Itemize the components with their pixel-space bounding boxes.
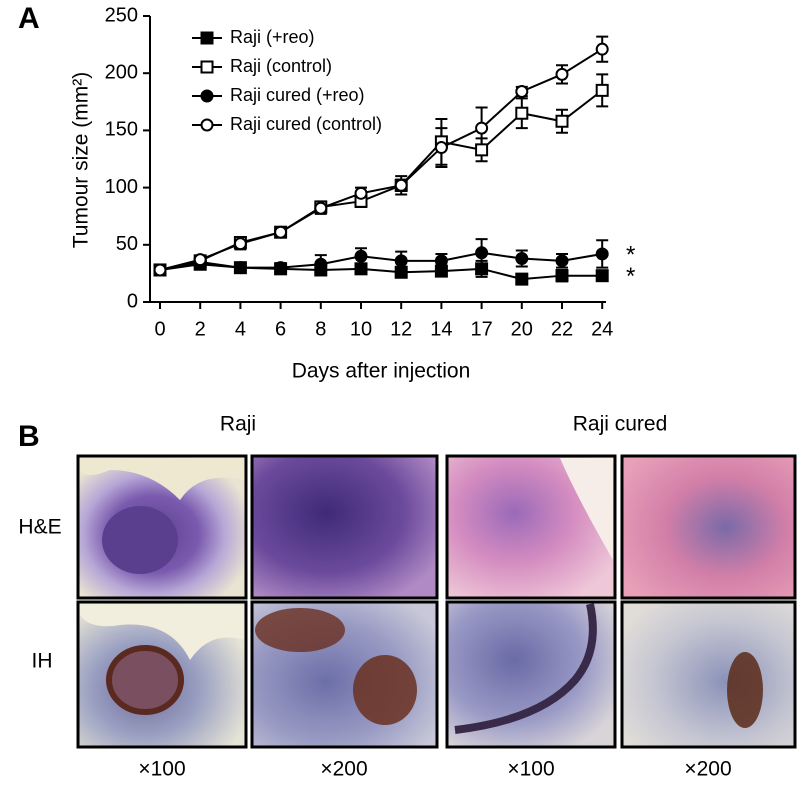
x-tick-label: 20 [511,318,533,340]
y-tick-label: 200 [105,61,138,83]
data-point [354,249,368,263]
micrograph-background [80,604,244,660]
data-point [595,269,609,283]
x-tick-label: 2 [195,318,206,340]
data-point [515,85,529,99]
magnification: ×200 [320,758,367,781]
data-point [555,269,569,283]
data-point [274,225,288,239]
legend-label: Raji (+reo) [230,27,315,47]
y-tick-label: 250 [105,4,138,26]
series-line [159,251,603,271]
x-tick-label: 4 [235,318,246,340]
data-point [515,272,529,286]
data-point [475,262,489,276]
data-point [434,254,448,268]
data-point [595,247,609,261]
x-tick-label: 0 [154,318,165,340]
micrograph [620,600,797,749]
micrograph-stain [454,603,597,734]
data-point [314,201,328,215]
x-tick-label: 10 [350,318,372,340]
micrograph-tissue [102,506,178,574]
data-point [314,257,328,271]
group-title: Raji [220,413,256,436]
data-point [394,178,408,192]
micrograph-stain [353,655,417,725]
panel-label: A [18,2,40,35]
x-tick-label: 17 [470,318,492,340]
y-tick-label: 0 [127,290,138,312]
panel-label: B [18,420,40,453]
magnification: ×100 [138,758,185,781]
data-point [515,106,529,120]
data-point [434,141,448,155]
data-point [475,121,489,135]
data-point [394,254,408,268]
legend-label: Raji cured (control) [230,114,382,134]
x-tick-label: 24 [591,318,613,340]
y-tick-label: 150 [105,119,138,141]
x-tick-label: 22 [551,318,573,340]
data-point [595,83,609,97]
micrograph-stain [727,652,763,728]
legend-label: Raji (control) [230,56,332,76]
micrograph-background [560,458,613,560]
micrograph [445,600,617,749]
data-point [233,237,247,251]
data-point [394,265,408,279]
data-point [595,42,609,56]
micrograph [250,454,439,600]
micrograph-panel: B Raji Raji cured H&E IH ×100 ×200 ×100 … [18,413,797,781]
legend-marker [200,31,214,45]
legend-label: Raji cured (+reo) [230,85,365,105]
data-point [193,253,207,267]
legend-marker [200,60,214,74]
magnification: ×100 [507,758,554,781]
row-label: H&E [18,516,61,539]
series-line [159,48,603,271]
micrograph-stain [106,645,184,715]
micrograph [620,454,797,600]
legend-marker [200,118,214,132]
y-tick-label: 50 [116,233,138,255]
legend-marker [200,89,214,103]
data-point [354,186,368,200]
data-point [274,261,288,275]
data-point [475,143,489,157]
x-tick-label: 6 [275,318,286,340]
data-point [233,261,247,275]
data-point [475,246,489,260]
data-point [153,263,167,277]
y-tick-label: 100 [105,176,138,198]
x-tick-label: 14 [430,318,452,340]
micrograph-background [80,458,244,500]
row-label: IH [32,650,53,673]
magnification: ×200 [684,758,731,781]
x-axis-title: Days after injection [292,360,471,383]
data-point [555,254,569,268]
x-tick-label: 8 [315,318,326,340]
y-axis-title: Tumour size (mm²) [70,72,93,249]
annotation: * [626,263,635,290]
group-title: Raji cured [573,413,668,436]
micrograph-stain [255,608,345,652]
x-tick-label: 12 [390,318,412,340]
annotation: * [626,241,635,268]
data-point [354,262,368,276]
data-point [515,252,529,266]
data-point [555,67,569,81]
data-point [555,114,569,128]
